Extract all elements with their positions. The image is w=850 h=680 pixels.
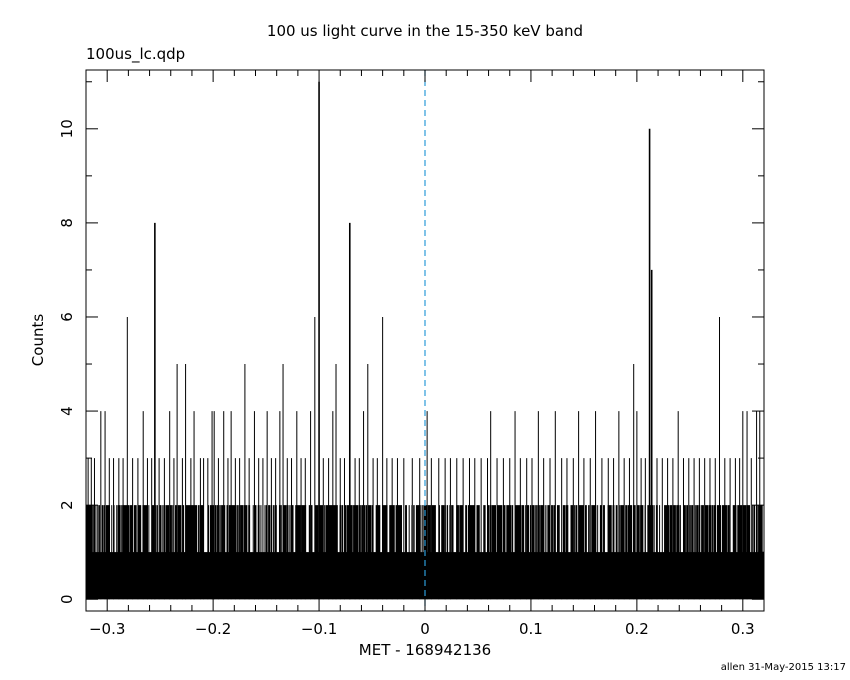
tick-labels-layer: −0.3 −0.2 −0.1 0 0.1 0.2 0.3 0 2 4 6 8 10 [58,119,755,638]
y-tick-label: 8 [58,218,76,228]
credit-label: allen 31-May-2015 13:17 [720,662,846,673]
x-tick-label: −0.3 [89,620,125,638]
x-tick-label: 0.2 [625,620,649,638]
ticks-layer [85,70,765,611]
x-tick-label: 0.3 [731,620,755,638]
x-tick-label: 0 [420,620,430,638]
x-axis-label: MET - 168942136 [359,641,491,659]
chart-title: 100 us light curve in the 15-350 keV ban… [266,22,584,40]
y-tick-label: 6 [58,312,76,322]
x-tick-label: 0.1 [519,620,543,638]
x-tick-label: −0.2 [195,620,231,638]
y-tick-label: 2 [58,500,76,510]
x-tick-label: −0.1 [301,620,337,638]
y-tick-label: 0 [58,594,76,604]
y-tick-label: 4 [58,406,76,416]
y-axis-label: Counts [29,314,47,367]
file-label: 100us_lc.qdp [86,45,186,63]
y-tick-label: 10 [58,119,76,138]
